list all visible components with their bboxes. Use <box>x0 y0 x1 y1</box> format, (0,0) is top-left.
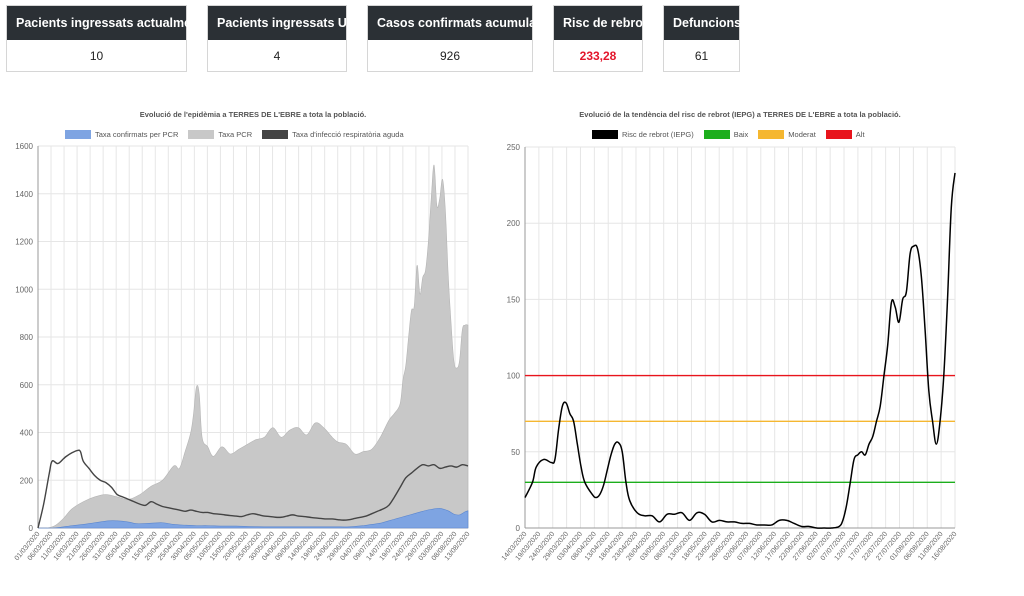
legend-item-alt[interactable]: Alt <box>825 130 865 139</box>
y-tick-label: 400 <box>20 429 34 438</box>
chart1-title: Evolució de l'epidèmia a TERRES DE L'EBR… <box>139 110 367 119</box>
card-label: Pacients ingressats actualment <box>7 6 203 40</box>
card-label: Casos confirmats acumulats <box>368 6 547 40</box>
card-risc-rebrot: Risc de rebrot 233,28 <box>553 5 647 72</box>
y-tick-label: 1600 <box>15 142 33 151</box>
legend-label: Moderat <box>788 130 816 139</box>
y-tick-label: 1200 <box>15 238 33 247</box>
legend-label: Alt <box>855 130 865 139</box>
card-label: Pacients ingressats UCI <box>208 6 359 40</box>
y-tick-label: 600 <box>20 381 34 390</box>
legend-label: Taxa d'infecció respiratòria aguda <box>292 130 404 139</box>
legend-item-moderat[interactable]: Moderat <box>758 130 816 139</box>
legend-swatch-moderat <box>758 130 785 139</box>
series-area-pcr <box>37 164 469 529</box>
legend-item-baix[interactable]: Baix <box>703 130 749 139</box>
y-tick-label: 50 <box>511 448 520 457</box>
legend-label: Risc de rebrot (IEPG) <box>622 130 694 139</box>
chart2-title: Evolució de la tendència del risc de reb… <box>579 110 901 119</box>
y-tick-label: 200 <box>20 476 34 485</box>
legend-swatch-iepg <box>592 130 618 139</box>
y-tick-label: 800 <box>20 333 34 342</box>
legend-swatch-confirmats <box>65 130 91 139</box>
card-value: 4 <box>273 49 281 63</box>
card-pacients-ingressats: Pacients ingressats actualment 10 <box>6 5 203 72</box>
legend-swatch-alt <box>825 130 852 139</box>
card-label: Risc de rebrot <box>554 6 647 40</box>
card-label: Defuncions <box>664 6 741 40</box>
y-tick-label: 200 <box>507 219 521 228</box>
y-tick-label: 100 <box>507 372 521 381</box>
legend-label: Taxa PCR <box>218 130 253 139</box>
card-defuncions: Defuncions 61 <box>663 5 741 72</box>
y-tick-label: 150 <box>507 295 521 304</box>
series-area-confirmats <box>37 508 469 529</box>
legend-label: Baix <box>733 130 749 139</box>
y-tick-label: 1000 <box>15 285 33 294</box>
legend-swatch-ira <box>262 130 289 139</box>
card-value: 10 <box>89 49 104 63</box>
y-tick-label: 1400 <box>15 190 33 199</box>
chart2-legend: Risc de rebrot (IEPG) Baix Moderat Alt <box>592 130 865 139</box>
y-tick-label: 250 <box>507 143 521 152</box>
card-casos-confirmats: Casos confirmats acumulats 926 <box>367 5 547 72</box>
legend-item-ira[interactable]: Taxa d'infecció respiratòria aguda <box>262 130 404 139</box>
chart1-legend: Taxa confirmats per PCR Taxa PCR Taxa d'… <box>65 130 404 139</box>
y-tick-label: 0 <box>29 524 34 533</box>
card-value: 233,28 <box>579 49 617 63</box>
series-line-iepg <box>524 172 956 529</box>
legend-swatch-baix <box>703 130 730 139</box>
legend-swatch-pcr <box>188 130 215 139</box>
card-pacients-uci: Pacients ingressats UCI 4 <box>207 5 359 72</box>
legend-label: Taxa confirmats per PCR <box>95 130 179 139</box>
series-line-ira <box>37 449 469 529</box>
legend-item-pcr[interactable]: Taxa PCR <box>188 130 252 139</box>
card-value: 926 <box>439 49 461 63</box>
y-tick-label: 0 <box>516 524 521 533</box>
card-value: 61 <box>694 49 709 63</box>
legend-item-iepg[interactable]: Risc de rebrot (IEPG) <box>592 130 694 139</box>
legend-item-confirmats[interactable]: Taxa confirmats per PCR <box>65 130 178 139</box>
